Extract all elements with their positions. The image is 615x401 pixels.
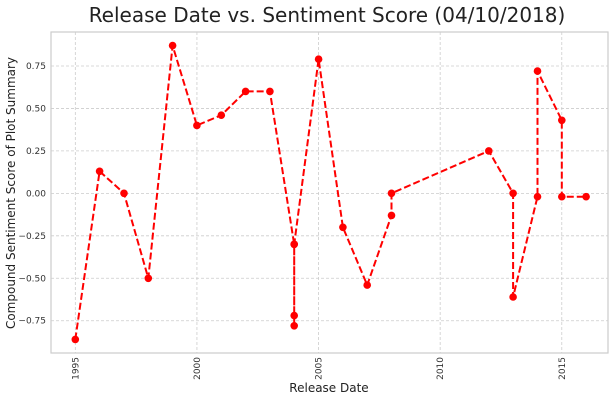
data-point bbox=[509, 293, 517, 301]
data-point bbox=[290, 240, 299, 249]
data-point bbox=[144, 274, 153, 283]
x-axis-label: Release Date bbox=[289, 381, 368, 395]
plot-area bbox=[50, 31, 609, 354]
y-tick-label: −0.75 bbox=[18, 317, 46, 327]
tick-labels: 1995 2000 2005 2010 2015 −0.75 −0.50 −0.25 0.00 0… bbox=[18, 62, 567, 380]
y-tick-label: −0.50 bbox=[18, 274, 46, 284]
data-point bbox=[168, 41, 177, 50]
gridlines bbox=[51, 32, 608, 353]
x-tick-label: 2000 bbox=[193, 357, 203, 380]
x-tick-label: 1995 bbox=[71, 357, 81, 380]
x-tick-label: 2010 bbox=[436, 357, 446, 380]
data-point bbox=[266, 87, 274, 96]
data-point bbox=[314, 55, 323, 63]
data-point bbox=[363, 281, 372, 289]
data-point bbox=[533, 192, 542, 201]
data-point bbox=[290, 311, 299, 320]
y-tick-label: −0.25 bbox=[18, 232, 46, 242]
data-point bbox=[387, 189, 396, 198]
data-point bbox=[71, 335, 80, 344]
data-point bbox=[558, 192, 566, 201]
y-tick-label: 0.75 bbox=[26, 62, 46, 72]
data-point bbox=[339, 223, 347, 232]
x-tick-label: 2005 bbox=[315, 357, 325, 380]
data-point bbox=[582, 192, 590, 201]
series-line bbox=[74, 44, 587, 340]
data-point bbox=[193, 121, 201, 130]
data-point bbox=[241, 87, 250, 96]
data-point bbox=[485, 147, 493, 155]
data-point bbox=[120, 189, 128, 198]
y-tick-label: 0.50 bbox=[26, 104, 46, 114]
y-axis-label: Compound Sentiment Score of Plot Summary bbox=[4, 57, 18, 329]
data-point bbox=[217, 111, 226, 119]
y-tick-label: 0.25 bbox=[26, 147, 46, 157]
x-tick-label: 2015 bbox=[558, 357, 568, 380]
data-point bbox=[95, 167, 104, 176]
data-point bbox=[290, 322, 299, 330]
data-point bbox=[558, 116, 566, 125]
data-point bbox=[533, 67, 542, 75]
data-point bbox=[387, 211, 396, 220]
data-series bbox=[71, 41, 590, 344]
chart-title: Release Date vs. Sentiment Score (04/10/… bbox=[89, 3, 566, 27]
data-point bbox=[509, 189, 517, 198]
y-tick-label: 0.00 bbox=[26, 189, 46, 199]
